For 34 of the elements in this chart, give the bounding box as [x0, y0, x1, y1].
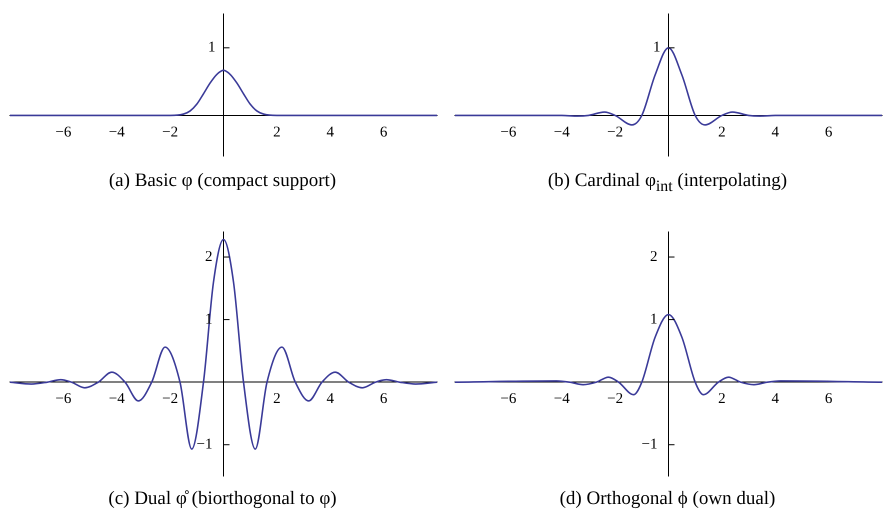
x-tick-label: 4 [772, 124, 780, 140]
x-tick-label: 4 [772, 391, 780, 408]
x-tick-label: 6 [380, 124, 388, 140]
text: (d) Orthogonal ϕ (own dual) [558, 488, 776, 510]
y-tick-label: 2 [650, 248, 658, 265]
y-tick-label: −1 [642, 436, 658, 453]
x-tick-label: −4 [554, 391, 570, 408]
x-tick-label: −2 [607, 124, 624, 140]
x-tick-label: −6 [55, 391, 72, 408]
x-tick-label: 2 [718, 391, 726, 408]
y-tick-label: 2 [205, 248, 212, 265]
x-tick-label: −4 [108, 391, 126, 408]
x-tick-label: −2 [162, 391, 178, 408]
x-tick-label: −6 [500, 124, 517, 140]
x-tick-label: −4 [554, 124, 570, 140]
x-tick-label: −2 [162, 124, 178, 140]
x-tick-label: 6 [824, 124, 833, 140]
x-tick-label: 2 [273, 391, 281, 408]
x-tick-label: −6 [500, 391, 517, 408]
y-tick-label: 1 [650, 312, 658, 328]
x-tick-label: −6 [55, 124, 72, 140]
x-tick-label: 2 [718, 124, 726, 140]
line-series [10, 238, 437, 450]
x-tick-label: 6 [380, 391, 388, 408]
text: (c) Dual φ̊ (biorthogonal to φ) [107, 488, 338, 510]
x-tick-label: 6 [824, 391, 833, 408]
x-tick-label: −4 [108, 124, 126, 140]
x-tick-label: −2 [607, 391, 624, 408]
text: (b) Cardinal φ$_{int}$ (interpolating) [546, 170, 788, 196]
x-tick-label: 4 [326, 391, 334, 408]
x-tick-label: 4 [326, 124, 334, 140]
y-tick-label: −1 [196, 436, 212, 453]
text: (a) Basic φ (compact support) [108, 170, 338, 192]
x-tick-label: 2 [273, 124, 281, 140]
